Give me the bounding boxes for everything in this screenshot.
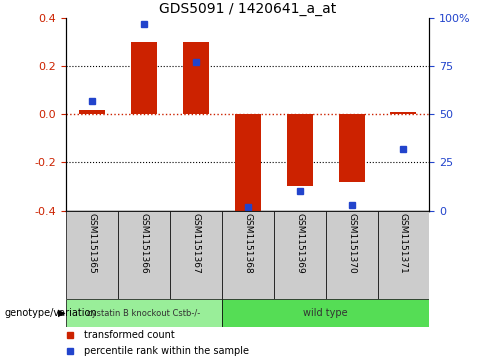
- Bar: [131, 42, 157, 114]
- Title: GDS5091 / 1420641_a_at: GDS5091 / 1420641_a_at: [159, 2, 336, 16]
- Bar: [66, 211, 118, 299]
- Text: GSM1151365: GSM1151365: [87, 213, 96, 274]
- Bar: [170, 211, 222, 299]
- Text: cystatin B knockout Cstb-/-: cystatin B knockout Cstb-/-: [87, 309, 201, 318]
- Bar: [286, 114, 313, 187]
- Bar: [183, 42, 209, 114]
- Bar: [79, 110, 105, 114]
- Text: GSM1151369: GSM1151369: [295, 213, 304, 274]
- Bar: [235, 114, 261, 212]
- Text: GSM1151366: GSM1151366: [139, 213, 148, 274]
- Bar: [339, 114, 365, 182]
- Bar: [274, 211, 325, 299]
- Bar: [325, 211, 378, 299]
- Bar: [378, 211, 429, 299]
- Bar: [118, 211, 170, 299]
- Text: GSM1151368: GSM1151368: [243, 213, 252, 274]
- Bar: [390, 112, 416, 114]
- Text: wild type: wild type: [303, 308, 348, 318]
- Text: transformed count: transformed count: [84, 330, 175, 340]
- Bar: [222, 211, 274, 299]
- Text: genotype/variation: genotype/variation: [5, 308, 98, 318]
- Text: GSM1151370: GSM1151370: [347, 213, 356, 274]
- Text: GSM1151367: GSM1151367: [191, 213, 200, 274]
- Bar: [222, 299, 429, 327]
- Text: ▶: ▶: [58, 308, 65, 318]
- Bar: [66, 299, 222, 327]
- Text: percentile rank within the sample: percentile rank within the sample: [84, 346, 249, 356]
- Text: GSM1151371: GSM1151371: [399, 213, 408, 274]
